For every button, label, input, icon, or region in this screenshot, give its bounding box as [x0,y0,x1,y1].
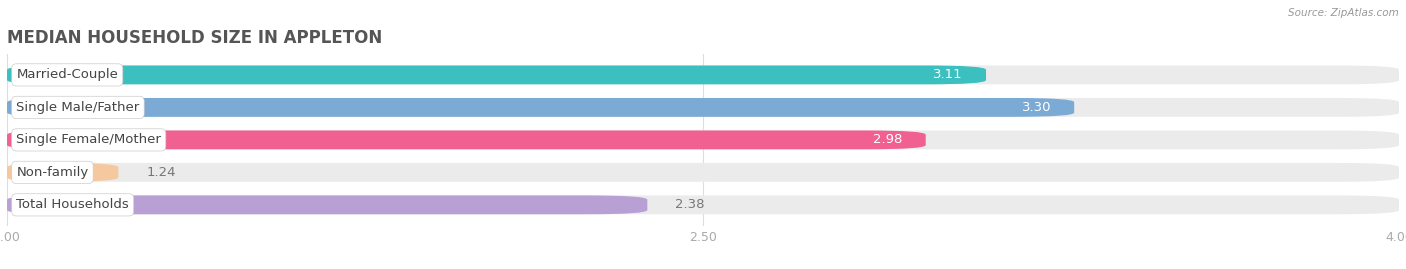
FancyBboxPatch shape [7,163,1399,182]
FancyBboxPatch shape [7,195,1399,214]
Text: 3.30: 3.30 [1022,101,1050,114]
Text: Married-Couple: Married-Couple [17,68,118,82]
FancyBboxPatch shape [7,130,925,149]
FancyBboxPatch shape [7,195,647,214]
FancyBboxPatch shape [7,98,1074,117]
FancyBboxPatch shape [7,130,1399,149]
Text: 2.38: 2.38 [675,198,704,211]
FancyBboxPatch shape [7,65,986,84]
Text: Source: ZipAtlas.com: Source: ZipAtlas.com [1288,8,1399,18]
Text: 2.98: 2.98 [873,133,903,146]
Text: Single Male/Father: Single Male/Father [17,101,139,114]
FancyBboxPatch shape [7,65,1399,84]
FancyBboxPatch shape [7,163,118,182]
Text: MEDIAN HOUSEHOLD SIZE IN APPLETON: MEDIAN HOUSEHOLD SIZE IN APPLETON [7,29,382,47]
Text: 3.11: 3.11 [934,68,963,82]
Text: 1.24: 1.24 [146,166,176,179]
Text: Non-family: Non-family [17,166,89,179]
Text: Total Households: Total Households [17,198,129,211]
Text: Single Female/Mother: Single Female/Mother [17,133,162,146]
FancyBboxPatch shape [7,98,1399,117]
